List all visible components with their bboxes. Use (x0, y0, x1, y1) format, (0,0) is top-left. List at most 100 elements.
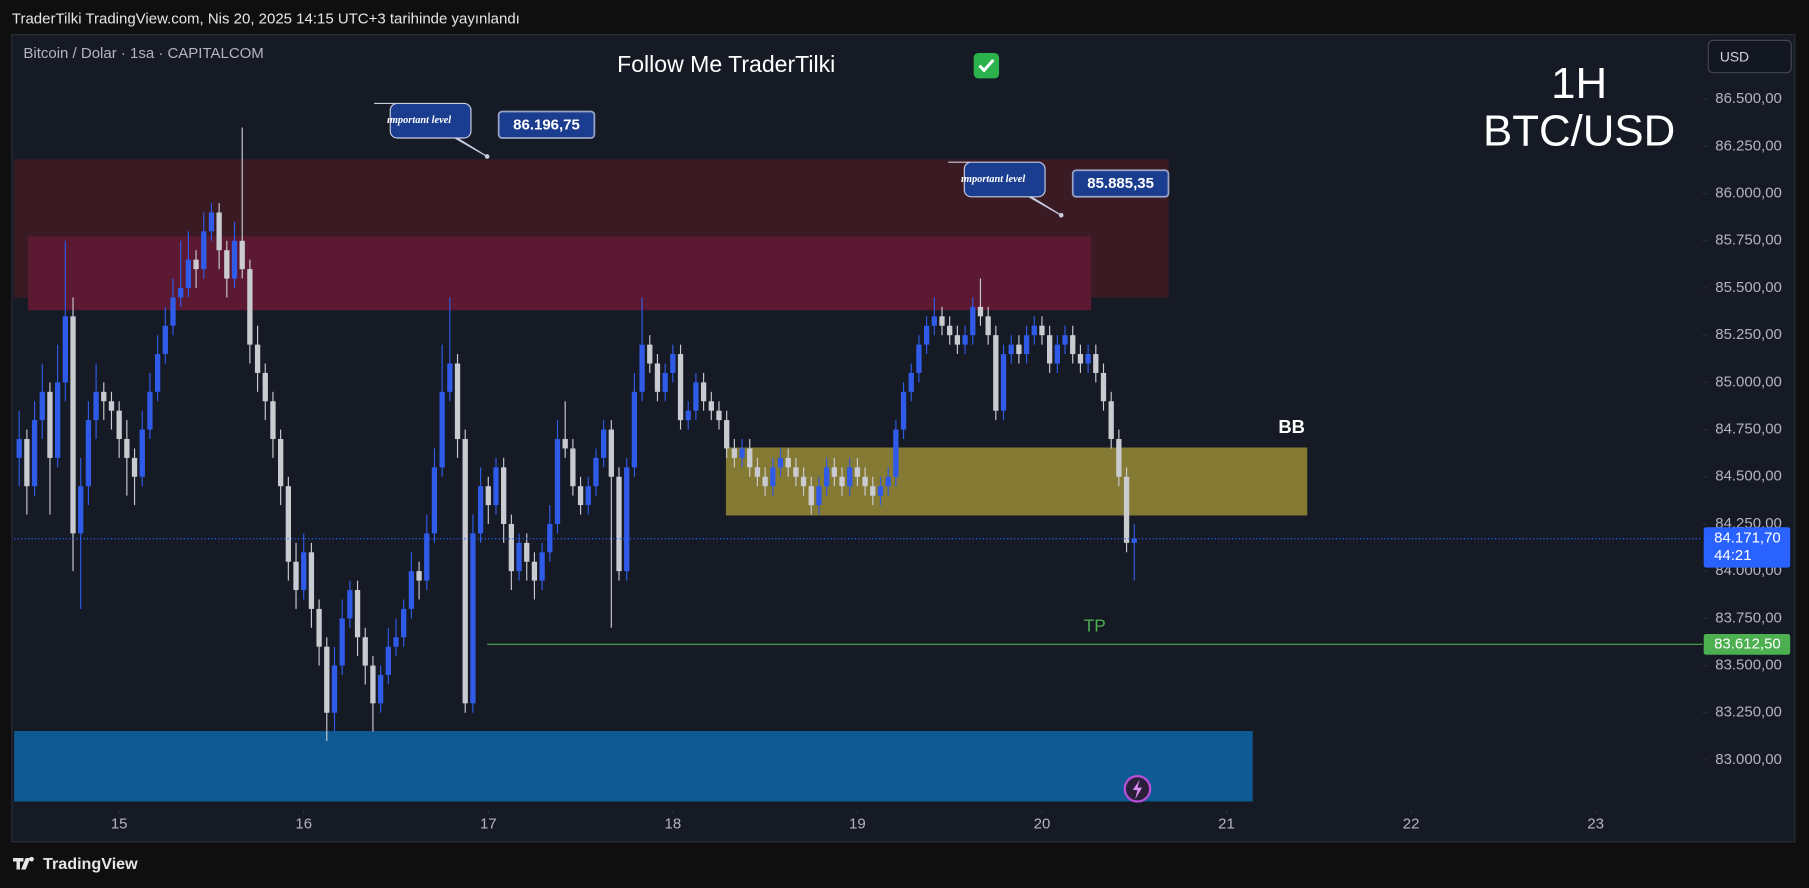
candle-body (885, 476, 891, 487)
target-label: TP (1084, 616, 1106, 636)
candle-body (831, 467, 837, 477)
pair-label: BTC/USD (1483, 106, 1675, 155)
candle-body (1062, 335, 1068, 345)
candle-body (954, 335, 961, 345)
candle-body (501, 467, 507, 524)
candle-body (700, 382, 707, 402)
check-mark (978, 58, 995, 73)
x-tick-label: 22 (1403, 816, 1420, 833)
candle-body (531, 561, 538, 581)
candle-body (1131, 538, 1137, 543)
candle-body (24, 439, 30, 487)
candle-body (670, 354, 676, 373)
candle-body (1031, 325, 1037, 336)
candle-body (178, 287, 184, 298)
candle-body (1008, 344, 1014, 355)
candle-body (1016, 344, 1022, 355)
currency-label[interactable]: USD (1720, 48, 1749, 64)
currency-button[interactable] (1707, 39, 1792, 74)
candle-body (939, 316, 945, 326)
x-tick-label: 16 (295, 816, 312, 833)
candle-body (1100, 372, 1107, 402)
candle-body (839, 476, 845, 487)
candle-body (547, 523, 553, 553)
candle-body (677, 354, 684, 421)
candle-body (862, 476, 868, 487)
x-tick-label: 21 (1218, 816, 1235, 833)
candle-body (185, 259, 192, 288)
candle-body (54, 382, 61, 458)
candle-body (785, 457, 791, 468)
candle-body (347, 590, 353, 619)
candle-body (131, 457, 138, 477)
brand-logo (13, 856, 34, 870)
candle-body (401, 608, 407, 638)
callout-anchor (1058, 212, 1064, 218)
zone (14, 731, 1253, 802)
candle-body (800, 476, 807, 487)
candle-body (685, 410, 691, 421)
candle-body (708, 401, 714, 411)
candle-body (631, 391, 638, 468)
candle-body (208, 212, 215, 232)
candle-body (216, 212, 222, 251)
callout-text: ımportant level (387, 115, 451, 126)
candle-body (1123, 476, 1130, 543)
candle-body (424, 533, 430, 581)
candle-body (747, 448, 753, 468)
candle-body (1085, 354, 1091, 364)
candle-body (508, 523, 515, 572)
candle-body (31, 420, 38, 487)
candle-body (847, 467, 853, 487)
candle-body (354, 590, 361, 638)
candle-body (624, 467, 630, 572)
candle-body (931, 316, 937, 326)
candle-body (70, 316, 76, 534)
candle-body (793, 467, 799, 477)
candle-body (116, 410, 122, 440)
y-tick-label: 83.500,00 (1715, 657, 1782, 674)
candle-body (308, 552, 315, 609)
candle-body (124, 439, 130, 458)
candle-body (247, 269, 253, 345)
candle-body (293, 561, 299, 591)
y-tick-label: 85.000,00 (1715, 373, 1782, 390)
candle-body (739, 448, 745, 458)
candle-body (1077, 354, 1084, 364)
candle-body (577, 486, 584, 506)
candle-body (654, 363, 661, 392)
zone-label: BB (1278, 416, 1305, 437)
candle-body (1108, 401, 1114, 440)
y-tick-label: 86.250,00 (1715, 137, 1782, 154)
x-tick-label: 19 (849, 816, 866, 833)
candle-body (408, 571, 415, 609)
candle-body (647, 344, 653, 364)
candle-body (1116, 439, 1122, 477)
candle-body (693, 382, 699, 411)
candle-body (1054, 344, 1061, 364)
last-price-box (1703, 527, 1791, 568)
countdown-label: 44:21 (1714, 547, 1752, 564)
candle-body (431, 467, 438, 534)
candle-body (816, 486, 822, 506)
candle-body (416, 571, 422, 581)
candle-body (377, 674, 384, 704)
x-tick-label: 23 (1587, 816, 1604, 833)
candle-body (977, 306, 984, 317)
callout-price-label: 86.196,75 (513, 116, 580, 133)
candle-body (439, 391, 445, 468)
y-tick-label: 85.750,00 (1715, 232, 1782, 249)
candle-body (662, 372, 668, 392)
candle-body (716, 410, 722, 421)
symbol-label: Bitcoin / Dolar · 1sa · CAPITALCOM (23, 45, 263, 62)
candle-body (324, 646, 330, 713)
candle-body (78, 486, 84, 534)
candle-body (962, 335, 968, 345)
candle-body (985, 316, 991, 336)
callout-anchor (484, 154, 490, 159)
y-tick-label: 85.250,00 (1715, 326, 1782, 343)
y-tick-label: 86.500,00 (1715, 90, 1782, 107)
x-tick-label: 15 (111, 816, 128, 833)
candle-body (485, 486, 491, 506)
